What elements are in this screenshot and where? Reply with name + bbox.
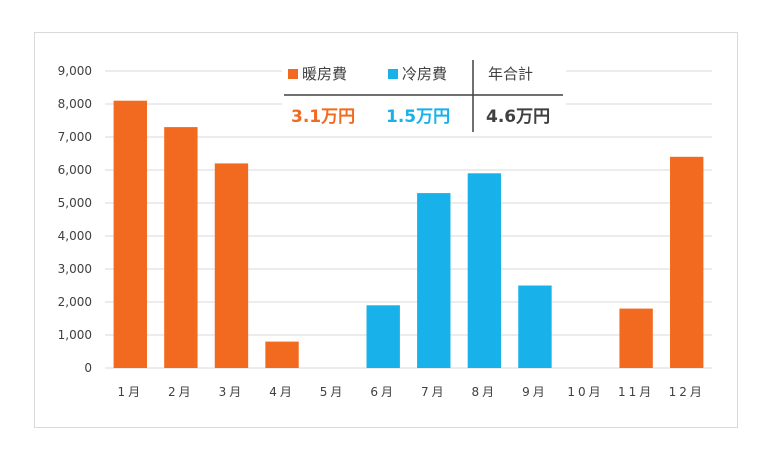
bar [467,173,502,368]
y-tick-label: 8,000 [58,97,92,111]
y-tick-label: 6,000 [58,163,92,177]
x-tick-label: 1月 [117,385,143,399]
y-tick-label: 4,000 [58,229,92,243]
heating-total: 3.1万円 [291,107,355,127]
x-tick-label: 5月 [320,385,346,399]
bars [113,100,704,368]
heating-legend-swatch [288,69,298,79]
x-tick-label: 4月 [269,385,295,399]
x-tick-label: 9月 [522,385,548,399]
bar [164,127,198,368]
y-tick-label: 7,000 [58,130,92,144]
bar [417,193,451,368]
cooling-total: 1.5万円 [386,107,450,127]
x-tick-label: 3月 [219,385,245,399]
y-tick-label: 5,000 [58,196,92,210]
y-tick-label: 2,000 [58,295,92,309]
x-axis-ticks: 1月 2月 3月 4月 5月 6月 7月 8月 9月 10月 11月 12月 [117,385,705,399]
x-tick-label: 6月 [370,385,396,399]
x-tick-label: 8月 [472,385,498,399]
legend-background [282,60,566,132]
legend-totals-box: 暖房費 冷房費 年合計 3.1万円 1.5万円 4.6万円 [282,60,566,132]
cooling-legend-label: 冷房費 [402,65,447,83]
y-tick-label: 0 [84,361,92,375]
bar [214,163,249,368]
y-tick-label: 1,000 [58,328,92,342]
x-tick-label: 7月 [421,385,447,399]
y-tick-label: 3,000 [58,262,92,276]
annual-total: 4.6万円 [486,107,550,127]
x-tick-label: 10月 [567,385,603,399]
bar [366,305,400,368]
heating-legend-label: 暖房費 [302,65,347,83]
bar [265,341,299,368]
bar [619,308,653,368]
total-legend-label: 年合計 [488,65,533,83]
x-tick-label: 11月 [618,385,654,399]
cooling-legend-swatch [388,69,398,79]
bar [670,156,704,368]
bar [518,285,552,368]
y-axis-ticks: 0 1,000 2,000 3,000 4,000 5,000 6,000 7,000 8,00… [58,64,92,375]
y-tick-label: 9,000 [58,64,92,78]
bar [113,100,147,368]
x-tick-label: 2月 [168,385,194,399]
x-tick-label: 12月 [669,385,705,399]
